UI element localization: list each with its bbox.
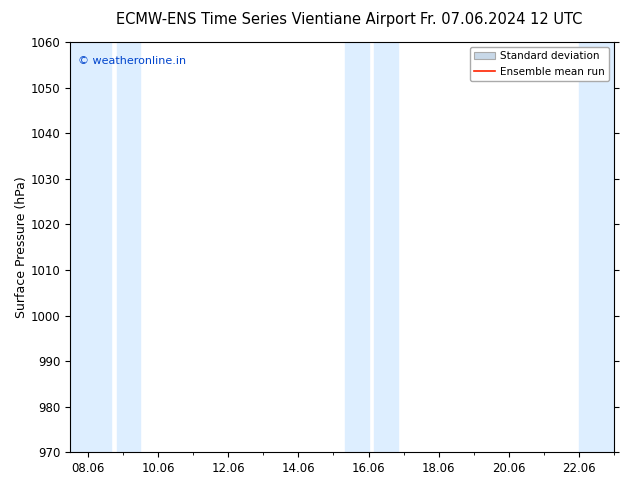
Text: ECMW-ENS Time Series Vientiane Airport: ECMW-ENS Time Series Vientiane Airport	[117, 12, 416, 27]
Bar	[70, 42, 112, 452]
Bar	[345, 42, 368, 452]
Text: © weatheronline.in: © weatheronline.in	[79, 56, 186, 67]
Y-axis label: Surface Pressure (hPa): Surface Pressure (hPa)	[15, 176, 28, 318]
Text: Fr. 07.06.2024 12 UTC: Fr. 07.06.2024 12 UTC	[420, 12, 582, 27]
Legend: Standard deviation, Ensemble mean run: Standard deviation, Ensemble mean run	[470, 47, 609, 81]
Bar	[117, 42, 140, 452]
Bar	[375, 42, 398, 452]
Bar	[579, 42, 614, 452]
